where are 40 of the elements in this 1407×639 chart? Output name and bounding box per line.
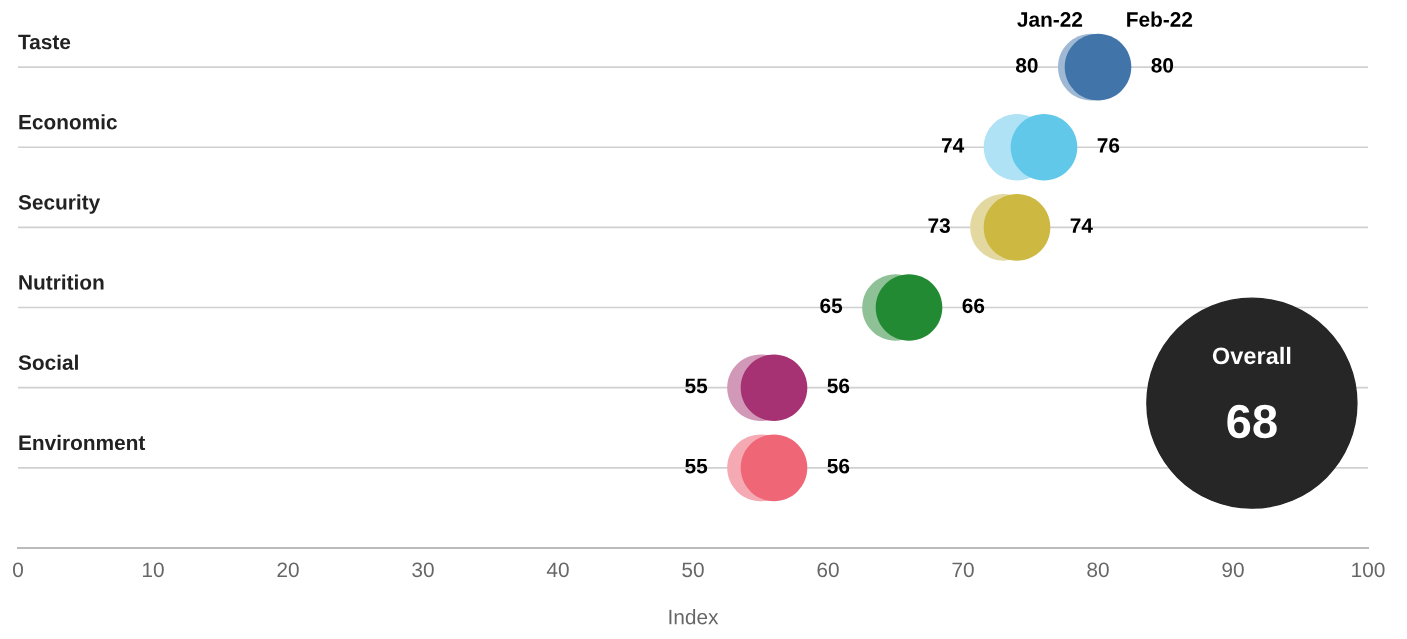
point: [983, 194, 1051, 261]
x-tick-label: 80: [1087, 562, 1109, 578]
data-label: 80: [1015, 57, 1038, 73]
data-label: 74: [1070, 218, 1093, 233]
data-label: 55: [685, 378, 708, 394]
y-tick-label: Nutrition: [19, 274, 104, 290]
point: [1064, 33, 1132, 101]
data-label: 74: [941, 138, 965, 153]
x-tick-label: 60: [817, 562, 839, 578]
x-tick-label: 50: [682, 562, 704, 578]
data-label: 80: [1151, 57, 1174, 73]
x-tick-label: 0: [13, 562, 23, 578]
x-tick-label: 40: [546, 562, 569, 578]
point: [740, 354, 808, 421]
y-tick-label: Environment: [19, 434, 146, 451]
point: [740, 434, 808, 502]
data-label: 56: [827, 458, 850, 474]
x-tick-label: 90: [1222, 562, 1244, 578]
y-tick-label: Taste: [18, 34, 71, 50]
annotation: Overall: [1212, 346, 1291, 365]
data-label: 66: [962, 298, 985, 314]
x-tick-label: 20: [277, 562, 299, 578]
x-tick-label: 70: [952, 562, 974, 578]
y-tick-label: Social: [18, 354, 78, 370]
point: [1010, 113, 1078, 181]
point: [875, 274, 943, 341]
x-tick-label: 30: [412, 562, 434, 578]
series-label: Jan-22: [1017, 12, 1083, 27]
data-label: 65: [820, 298, 843, 314]
annotation: 68: [1227, 404, 1277, 439]
data-label: 76: [1097, 138, 1120, 153]
x-tick-label: 100: [1352, 562, 1385, 578]
series-label: Feb-22: [1127, 11, 1193, 27]
x-axis-title: Index: [669, 609, 719, 625]
y-tick-label: Economic: [19, 114, 117, 130]
x-tick-label: 10: [143, 562, 164, 578]
data-label: 55: [685, 458, 708, 474]
data-label: 56: [827, 378, 850, 394]
data-label: 73: [928, 218, 950, 234]
y-tick-label: Security: [18, 194, 101, 214]
